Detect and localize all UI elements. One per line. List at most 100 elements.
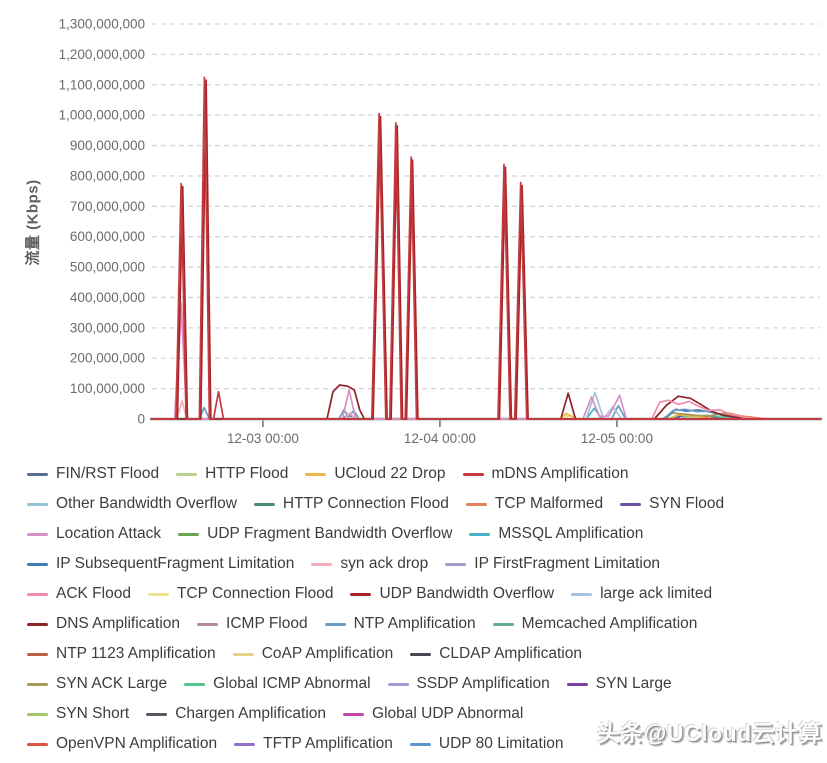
legend-item-http-flood[interactable]: HTTP Flood (176, 465, 288, 483)
legend-swatch (27, 472, 48, 476)
legend-label: SYN ACK Large (56, 675, 168, 692)
legend-row: ACK Flood TCP Connection Flood UDP Bandwid… (27, 579, 827, 609)
legend-item-udp-fragment-bandwidth-overflow[interactable]: UDP Fragment Bandwidth Overflow (178, 525, 452, 543)
legend-swatch (197, 622, 219, 626)
legend-item-location-attack[interactable]: Location Attack (27, 525, 161, 543)
legend-item-cldap-amplification[interactable]: CLDAP Amplification (410, 645, 582, 663)
legend-label: CoAP Amplification (261, 645, 394, 662)
legend-item-chargen-amplification[interactable]: Chargen Amplification (146, 705, 326, 723)
legend-swatch (27, 652, 48, 656)
legend-label: NTP 1123 Amplification (56, 645, 216, 662)
legend-label: SYN Flood (649, 495, 725, 512)
legend-item-ntp-amplification[interactable]: NTP Amplification (324, 615, 476, 633)
legend-label: Other Bandwidth Overflow (56, 495, 237, 512)
legend-swatch (27, 532, 48, 536)
legend-item-ntp-1123-amplification[interactable]: NTP 1123 Amplification (27, 645, 216, 663)
legend-label: OpenVPN Amplification (56, 735, 218, 752)
legend-item-tcp-connection-flood[interactable]: TCP Connection Flood (147, 585, 334, 603)
legend-label: UCloud 22 Drop (334, 465, 446, 482)
legend-swatch (253, 502, 275, 506)
legend-item-syn-flood[interactable]: SYN Flood (620, 495, 724, 513)
x-tick-label: 12-04 00:00 (404, 431, 476, 446)
legend-swatch (410, 652, 432, 656)
legend-label: ICMP Flood (226, 615, 308, 632)
legend-item-large-ack-limited[interactable]: large ack limited (571, 585, 712, 603)
legend-swatch (324, 622, 346, 626)
legend-row: OpenVPN Amplification TFTP Amplification U… (27, 729, 827, 759)
legend-label: UDP 80 Limitation (438, 735, 564, 752)
legend-item-fin-rst-flood[interactable]: FIN/RST Flood (27, 465, 159, 483)
legend-item-dns-amplification[interactable]: DNS Amplification (27, 615, 180, 633)
legend-item-global-icmp-abnormal[interactable]: Global ICMP Abnormal (184, 675, 371, 693)
legend-swatch (27, 502, 48, 506)
legend-item-ack-flood[interactable]: ACK Flood (27, 585, 131, 603)
legend-swatch (178, 532, 200, 536)
legend-swatch (147, 592, 169, 596)
y-tick-label: 800,000,000 (70, 168, 145, 183)
legend-label: UDP Bandwidth Overflow (379, 585, 555, 602)
y-tick-label: 900,000,000 (70, 138, 145, 153)
legend-item-http-connection-flood[interactable]: HTTP Connection Flood (253, 495, 449, 513)
legend-label: UDP Fragment Bandwidth Overflow (207, 525, 453, 542)
legend-label: MSSQL Amplification (498, 525, 644, 542)
legend-label: Global ICMP Abnormal (213, 675, 371, 692)
legend-item-global-udp-abnormal[interactable]: Global UDP Abnormal (343, 705, 523, 723)
y-tick-label: 600,000,000 (70, 229, 145, 244)
legend-swatch (492, 622, 514, 626)
legend-swatch (409, 742, 431, 746)
legend-label: SYN Short (56, 705, 130, 722)
y-tick-label: 1,000,000,000 (59, 108, 145, 123)
legend-item-syn-ack-drop[interactable]: syn ack drop (311, 555, 428, 573)
legend-item-syn-ack-large[interactable]: SYN ACK Large (27, 675, 167, 693)
legend-row: SYN ACK Large Global ICMP Abnormal SSDP Am… (27, 669, 827, 699)
legend-swatch (27, 592, 48, 596)
legend-swatch (462, 472, 484, 476)
legend-item-memcached-amplification[interactable]: Memcached Amplification (492, 615, 697, 633)
legend-swatch (343, 712, 365, 716)
legend-item-other-bandwidth-overflow[interactable]: Other Bandwidth Overflow (27, 495, 237, 513)
legend-swatch (305, 472, 327, 476)
legend-label: IP FirstFragment Limitation (474, 555, 661, 572)
legend-swatch (27, 682, 48, 686)
legend-label: SSDP Amplification (416, 675, 550, 692)
legend-row: DNS Amplification ICMP Flood NTP Amplifica… (27, 609, 827, 639)
legend-item-ucloud-22-drop[interactable]: UCloud 22 Drop (305, 465, 446, 483)
legend-item-mssql-amplification[interactable]: MSSQL Amplification (469, 525, 643, 543)
y-tick-label: 200,000,000 (70, 351, 145, 366)
legend-label: TCP Malformed (494, 495, 604, 512)
legend-row: NTP 1123 Amplification CoAP Amplification… (27, 639, 827, 669)
legend-label: SYN Large (595, 675, 672, 692)
legend-swatch (146, 712, 168, 716)
legend-item-udp-bandwidth-overflow[interactable]: UDP Bandwidth Overflow (350, 585, 554, 603)
legend-swatch (184, 682, 206, 686)
legend-label: NTP Amplification (353, 615, 476, 632)
legend-label: TFTP Amplification (263, 735, 393, 752)
legend-swatch (469, 532, 491, 536)
legend-item-ssdp-amplification[interactable]: SSDP Amplification (387, 675, 550, 693)
y-tick-label: 1,300,000,000 (59, 17, 145, 32)
legend-label: CLDAP Amplification (439, 645, 582, 662)
legend-item-coap-amplification[interactable]: CoAP Amplification (232, 645, 394, 663)
legend-swatch (465, 502, 487, 506)
legend-item-ip-firstfragment-limitation[interactable]: IP FirstFragment Limitation (445, 555, 660, 573)
legend-label: IP SubsequentFragment Limitation (56, 555, 295, 572)
legend-item-ip-subsequentfragment-limitation[interactable]: IP SubsequentFragment Limitation (27, 555, 294, 573)
series-line-ack-flood (151, 303, 821, 420)
legend-item-tcp-malformed[interactable]: TCP Malformed (465, 495, 604, 513)
y-tick-label: 1,200,000,000 (59, 47, 145, 62)
legend-item-icmp-flood[interactable]: ICMP Flood (197, 615, 308, 633)
legend-item-syn-large[interactable]: SYN Large (566, 675, 672, 693)
chart-legend: FIN/RST Flood HTTP Flood UCloud 22 Drop mDN… (27, 459, 827, 759)
y-tick-label: 300,000,000 (70, 320, 145, 335)
y-tick-label: 700,000,000 (70, 199, 145, 214)
legend-swatch (571, 592, 593, 596)
legend-item-mdns-amplification[interactable]: mDNS Amplification (462, 465, 629, 483)
legend-item-udp-80-limitation[interactable]: UDP 80 Limitation (409, 735, 564, 753)
legend-item-openvpn-amplification[interactable]: OpenVPN Amplification (27, 735, 217, 753)
legend-item-syn-short[interactable]: SYN Short (27, 705, 129, 723)
legend-item-tftp-amplification[interactable]: TFTP Amplification (234, 735, 393, 753)
legend-swatch (311, 562, 333, 566)
legend-label: mDNS Amplification (491, 465, 629, 482)
legend-label: TCP Connection Flood (176, 585, 334, 602)
